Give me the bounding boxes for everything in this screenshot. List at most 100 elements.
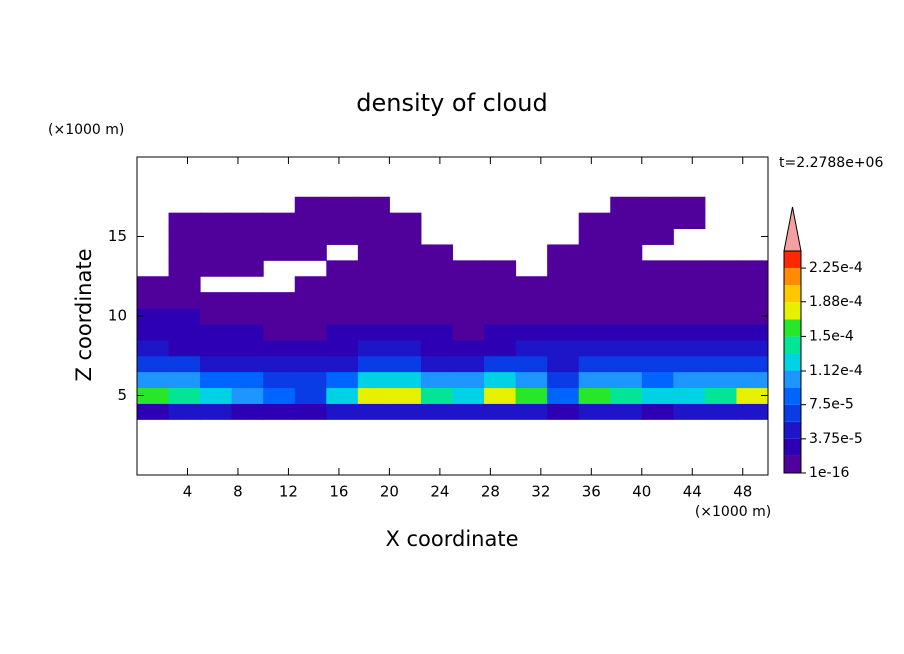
contour-cell: [326, 323, 359, 341]
contour-cell: [168, 339, 201, 357]
contour-cell: [389, 403, 422, 420]
contour-cell: [294, 228, 327, 245]
contour-cell: [515, 308, 548, 325]
contour-cell: [641, 276, 674, 293]
colorbar-tick-label: 1.88e-4: [809, 294, 863, 310]
contour-cell: [357, 292, 390, 309]
contour-cell: [641, 308, 674, 325]
contour-cell: [736, 276, 769, 293]
x-tick-label: 16: [329, 483, 348, 501]
contour-cell: [736, 323, 769, 341]
contour-cell: [641, 260, 674, 277]
contour-cell: [231, 371, 264, 389]
contour-cell: [389, 260, 422, 277]
contour-cell: [420, 355, 453, 373]
colorbar-band: [784, 285, 801, 303]
x-tick-label: 32: [531, 483, 550, 501]
contour-cell: [294, 387, 327, 404]
contour-cell: [326, 371, 359, 389]
contour-cell: [168, 371, 201, 389]
contour-cell: [389, 387, 422, 404]
contour-cell: [673, 387, 706, 404]
contour-cell: [420, 339, 453, 357]
contour-cell: [137, 323, 170, 341]
contour-cell: [137, 387, 170, 404]
contour-cell: [610, 323, 643, 341]
contour-cell: [357, 212, 390, 230]
contour-cell: [420, 387, 453, 404]
contour-cell: [547, 355, 580, 373]
contour-cell: [357, 339, 390, 357]
colorbar-tick-label: 1.12e-4: [809, 363, 863, 379]
contour-cell: [578, 339, 611, 357]
contour-cell: [610, 260, 643, 277]
x-tick-label: 4: [183, 483, 193, 501]
contour-cell: [515, 371, 548, 389]
contour-cell: [578, 403, 611, 420]
contour-cell: [389, 323, 422, 341]
contour-cell: [389, 371, 422, 389]
x-unit: (×1000 m): [695, 504, 771, 520]
contour-cell: [484, 323, 517, 341]
colorbar-band: [784, 268, 801, 286]
contour-cell: [673, 323, 706, 341]
y-tick-label: 5: [117, 386, 127, 404]
contour-cell: [641, 212, 674, 230]
contour-cell: [200, 212, 233, 230]
contour-cell: [263, 371, 296, 389]
contour-cell: [231, 308, 264, 325]
contour-cell: [389, 308, 422, 325]
contour-cell: [137, 292, 170, 309]
contour-cell: [547, 371, 580, 389]
contour-cell: [200, 403, 233, 420]
colorbar-tick-label: 1.5e-4: [809, 328, 854, 344]
x-tick-label: 20: [380, 483, 399, 501]
contour-cell: [704, 387, 737, 404]
x-tick-label: 8: [233, 483, 243, 501]
x-tick-label: 40: [632, 483, 651, 501]
contour-cell: [547, 276, 580, 293]
contour-cell: [736, 355, 769, 373]
contour-cell: [263, 212, 296, 230]
contour-cell: [641, 387, 674, 404]
contour-cell: [704, 371, 737, 389]
contour-cell: [263, 323, 296, 341]
contour-cell: [610, 308, 643, 325]
contour-cell: [389, 292, 422, 309]
x-tick-label: 24: [430, 483, 449, 501]
contour-cell: [515, 403, 548, 420]
contour-cell: [200, 260, 233, 277]
contour-cell: [704, 339, 737, 357]
x-tick-label: 48: [733, 483, 752, 501]
contour-cell: [357, 323, 390, 341]
contour-cell: [547, 292, 580, 309]
contour-cell: [263, 308, 296, 325]
contour-cell: [168, 260, 201, 277]
contour-cell: [294, 196, 327, 214]
contour-cell: [326, 339, 359, 357]
contour-cell: [704, 276, 737, 293]
contour-cell: [263, 339, 296, 357]
contour-cell: [168, 323, 201, 341]
y-tick-label: 10: [108, 307, 127, 325]
contour-cell: [263, 292, 296, 309]
contour-cell: [547, 260, 580, 277]
contour-cell: [231, 212, 264, 230]
x-axis-label: X coordinate: [385, 527, 518, 551]
colorbar-band: [784, 353, 801, 371]
contour-cell: [137, 276, 170, 293]
contour-cell: [547, 244, 580, 261]
contour-cell: [610, 292, 643, 309]
contour-cell: [515, 355, 548, 373]
contour-cell: [294, 371, 327, 389]
contour-cell: [452, 323, 485, 341]
contour-cell: [704, 308, 737, 325]
contour-cell: [231, 339, 264, 357]
contour-cell: [610, 276, 643, 293]
contour-cell: [326, 212, 359, 230]
contour-cell: [420, 403, 453, 420]
contour-cell: [578, 228, 611, 245]
contour-cell: [452, 339, 485, 357]
contour-cell: [420, 244, 453, 261]
